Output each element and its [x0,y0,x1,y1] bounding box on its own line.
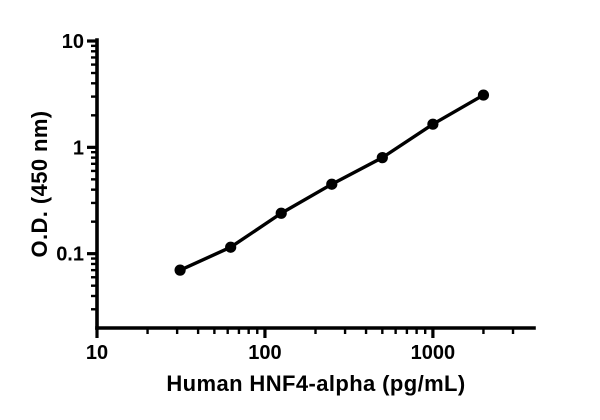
data-point [225,241,237,253]
x-axis-label: Human HNF4-alpha (pg/mL) [166,371,465,396]
x-tick-label: 100 [248,342,281,364]
data-point [427,118,439,130]
x-tick-label: 1000 [411,342,456,364]
y-tick-label: 1 [73,137,84,159]
data-point [275,207,287,219]
y-axis-label: O.D. (450 nm) [27,110,52,257]
data-point [174,264,186,276]
data-point [376,152,388,164]
y-tick-label: 0.1 [56,244,84,266]
data-point [477,89,490,101]
plot-area: 10 100 1000 10 1 0.1 [56,31,536,364]
data-point [326,178,338,190]
y-tick-label: 10 [62,31,84,53]
x-tick-label: 10 [86,342,108,364]
